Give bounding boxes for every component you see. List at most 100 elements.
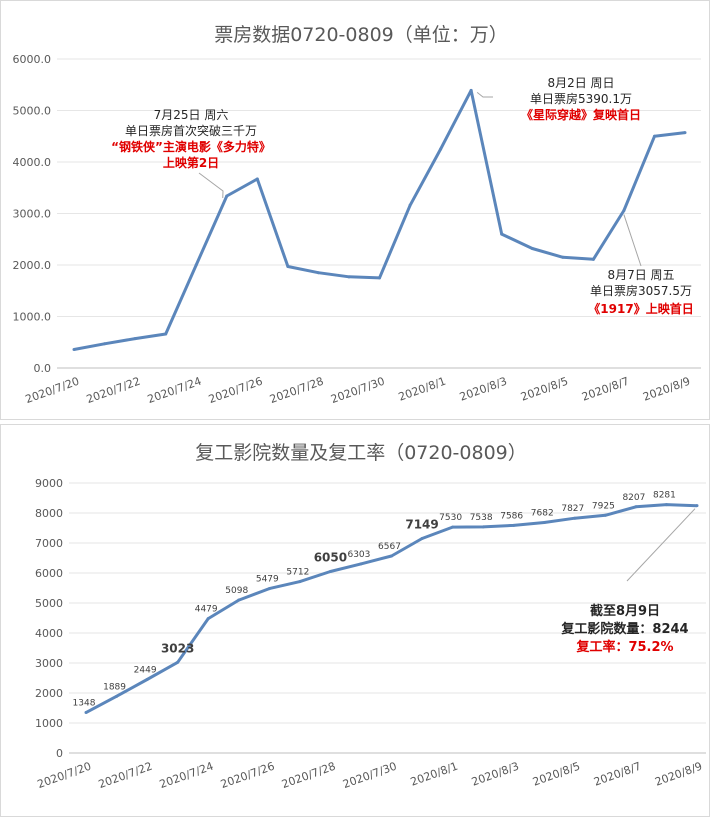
data-point bbox=[84, 711, 88, 715]
data-label: 1889 bbox=[103, 682, 126, 692]
data-point bbox=[176, 660, 180, 664]
x-tick-label: 2020/8/1 bbox=[397, 375, 448, 404]
annotation-red-line: 《星际穿越》复映首日 bbox=[521, 107, 641, 122]
data-label: 7925 bbox=[592, 501, 615, 511]
y-tick-label: 0.0 bbox=[34, 362, 52, 375]
data-point bbox=[408, 203, 412, 207]
x-tick-label: 2020/7/24 bbox=[158, 760, 215, 792]
x-tick-label: 2020/8/9 bbox=[653, 760, 704, 789]
annotation-line: 单日票房3057.5万 bbox=[590, 283, 692, 298]
y-tick-label: 6000.0 bbox=[13, 53, 52, 66]
x-tick-label: 2020/7/22 bbox=[85, 375, 142, 407]
data-label: 3023 bbox=[161, 641, 194, 655]
y-tick-label: 1000 bbox=[35, 717, 63, 730]
data-point bbox=[622, 209, 626, 213]
x-tick-label: 2020/7/26 bbox=[207, 375, 264, 407]
y-tick-label: 5000 bbox=[35, 597, 63, 610]
data-point bbox=[573, 516, 577, 520]
annotation-line: 8月7日 周五 bbox=[607, 268, 674, 282]
data-point bbox=[664, 503, 668, 507]
summary-line: 截至8月9日 bbox=[590, 603, 660, 619]
y-tick-label: 9000 bbox=[35, 477, 63, 490]
y-tick-label: 3000.0 bbox=[13, 208, 52, 221]
x-tick-label: 2020/7/30 bbox=[341, 760, 398, 792]
data-point bbox=[328, 570, 332, 573]
data-point bbox=[695, 504, 699, 508]
data-point bbox=[481, 525, 485, 529]
data-label: 5479 bbox=[256, 575, 279, 585]
data-label: 1348 bbox=[73, 699, 96, 709]
y-tick-label: 2000.0 bbox=[13, 259, 52, 272]
x-tick-label: 2020/8/1 bbox=[409, 760, 460, 789]
data-label: 5712 bbox=[286, 568, 309, 578]
y-tick-label: 0 bbox=[56, 747, 63, 760]
x-tick-label: 2020/8/9 bbox=[641, 375, 692, 404]
data-point bbox=[255, 177, 259, 181]
box-office-chart: 票房数据0720-0809（单位：万） 0.0 1000.0 2000.0 3000.0… bbox=[13, 24, 701, 407]
data-point bbox=[225, 194, 229, 198]
annotation-leader bbox=[623, 214, 642, 267]
data-label: 7538 bbox=[470, 513, 493, 523]
data-label: 6303 bbox=[347, 550, 370, 560]
x-tick-label: 2020/8/5 bbox=[519, 375, 570, 404]
annotation-line: 单日票房5390.1万 bbox=[530, 91, 632, 106]
x-tick-label: 2020/8/5 bbox=[531, 760, 582, 789]
chart-title: 票房数据0720-0809（单位：万） bbox=[214, 24, 508, 46]
x-tick-label: 2020/8/3 bbox=[470, 760, 521, 789]
data-point bbox=[237, 598, 241, 602]
data-point bbox=[561, 255, 565, 259]
summary-line: 复工率：75.2% bbox=[575, 639, 673, 655]
data-label: 7149 bbox=[405, 518, 438, 532]
data-point bbox=[420, 537, 424, 541]
x-tick-label: 2020/7/30 bbox=[329, 375, 386, 407]
data-label: 8207 bbox=[622, 493, 645, 503]
data-point bbox=[316, 271, 320, 275]
data-label: 8281 bbox=[653, 491, 676, 501]
annotation-red-line: “钢铁侠”主演电影《多力特》 bbox=[111, 139, 271, 154]
y-tick-label: 3000 bbox=[35, 657, 63, 670]
data-point bbox=[603, 513, 607, 517]
data-point bbox=[206, 617, 210, 621]
data-label: 7682 bbox=[531, 509, 554, 519]
data-label: 7827 bbox=[561, 504, 584, 514]
x-tick-label: 2020/7/26 bbox=[219, 760, 276, 792]
annotation-red-line: 上映第2日 bbox=[163, 155, 219, 170]
data-point bbox=[103, 342, 107, 346]
y-tick-label: 2000 bbox=[35, 687, 63, 700]
x-tick-label: 2020/7/20 bbox=[24, 375, 81, 407]
x-tick-label: 2020/7/20 bbox=[36, 760, 93, 792]
data-point bbox=[115, 694, 119, 698]
x-tick-label: 2020/7/28 bbox=[268, 375, 325, 407]
data-point bbox=[439, 147, 443, 151]
y-tick-label: 6000 bbox=[35, 567, 63, 580]
x-tick-label: 2020/8/3 bbox=[458, 375, 509, 404]
data-point bbox=[683, 131, 687, 135]
data-label: 7530 bbox=[439, 513, 462, 523]
data-point bbox=[378, 276, 381, 280]
y-tick-label: 5000.0 bbox=[13, 105, 52, 118]
data-point bbox=[145, 678, 149, 682]
data-label: 6567 bbox=[378, 542, 401, 552]
x-tick-label: 2020/7/24 bbox=[146, 375, 203, 407]
data-point bbox=[500, 232, 504, 236]
summary-leader bbox=[626, 508, 696, 582]
data-point bbox=[298, 580, 302, 584]
summary-line: 复工影院数量：8244 bbox=[560, 621, 688, 637]
y-tick-label: 4000.0 bbox=[13, 156, 52, 169]
annotation-leader bbox=[198, 172, 224, 199]
chart-title: 复工影院数量及复工率（0720-0809） bbox=[195, 442, 527, 464]
box-office-chart-panel: 票房数据0720-0809（单位：万） 0.0 1000.0 2000.0 3000.0… bbox=[0, 0, 710, 420]
annotation-line: 单日票房首次突破三千万 bbox=[125, 123, 257, 138]
x-tick-label: 2020/7/28 bbox=[280, 760, 337, 792]
cinema-reopening-chart-panel: 复工影院数量及复工率（0720-0809） 0 1000 2000 3000 4000 50… bbox=[0, 424, 710, 817]
data-point bbox=[390, 554, 393, 558]
data-point bbox=[72, 347, 76, 351]
data-point bbox=[347, 275, 351, 279]
data-point bbox=[512, 523, 516, 527]
data-label: 4479 bbox=[195, 605, 218, 615]
data-point bbox=[451, 525, 455, 529]
data-point bbox=[359, 562, 363, 566]
data-point bbox=[652, 134, 656, 138]
x-tick-label: 2020/8/7 bbox=[592, 760, 643, 789]
data-label: 5098 bbox=[225, 586, 248, 596]
